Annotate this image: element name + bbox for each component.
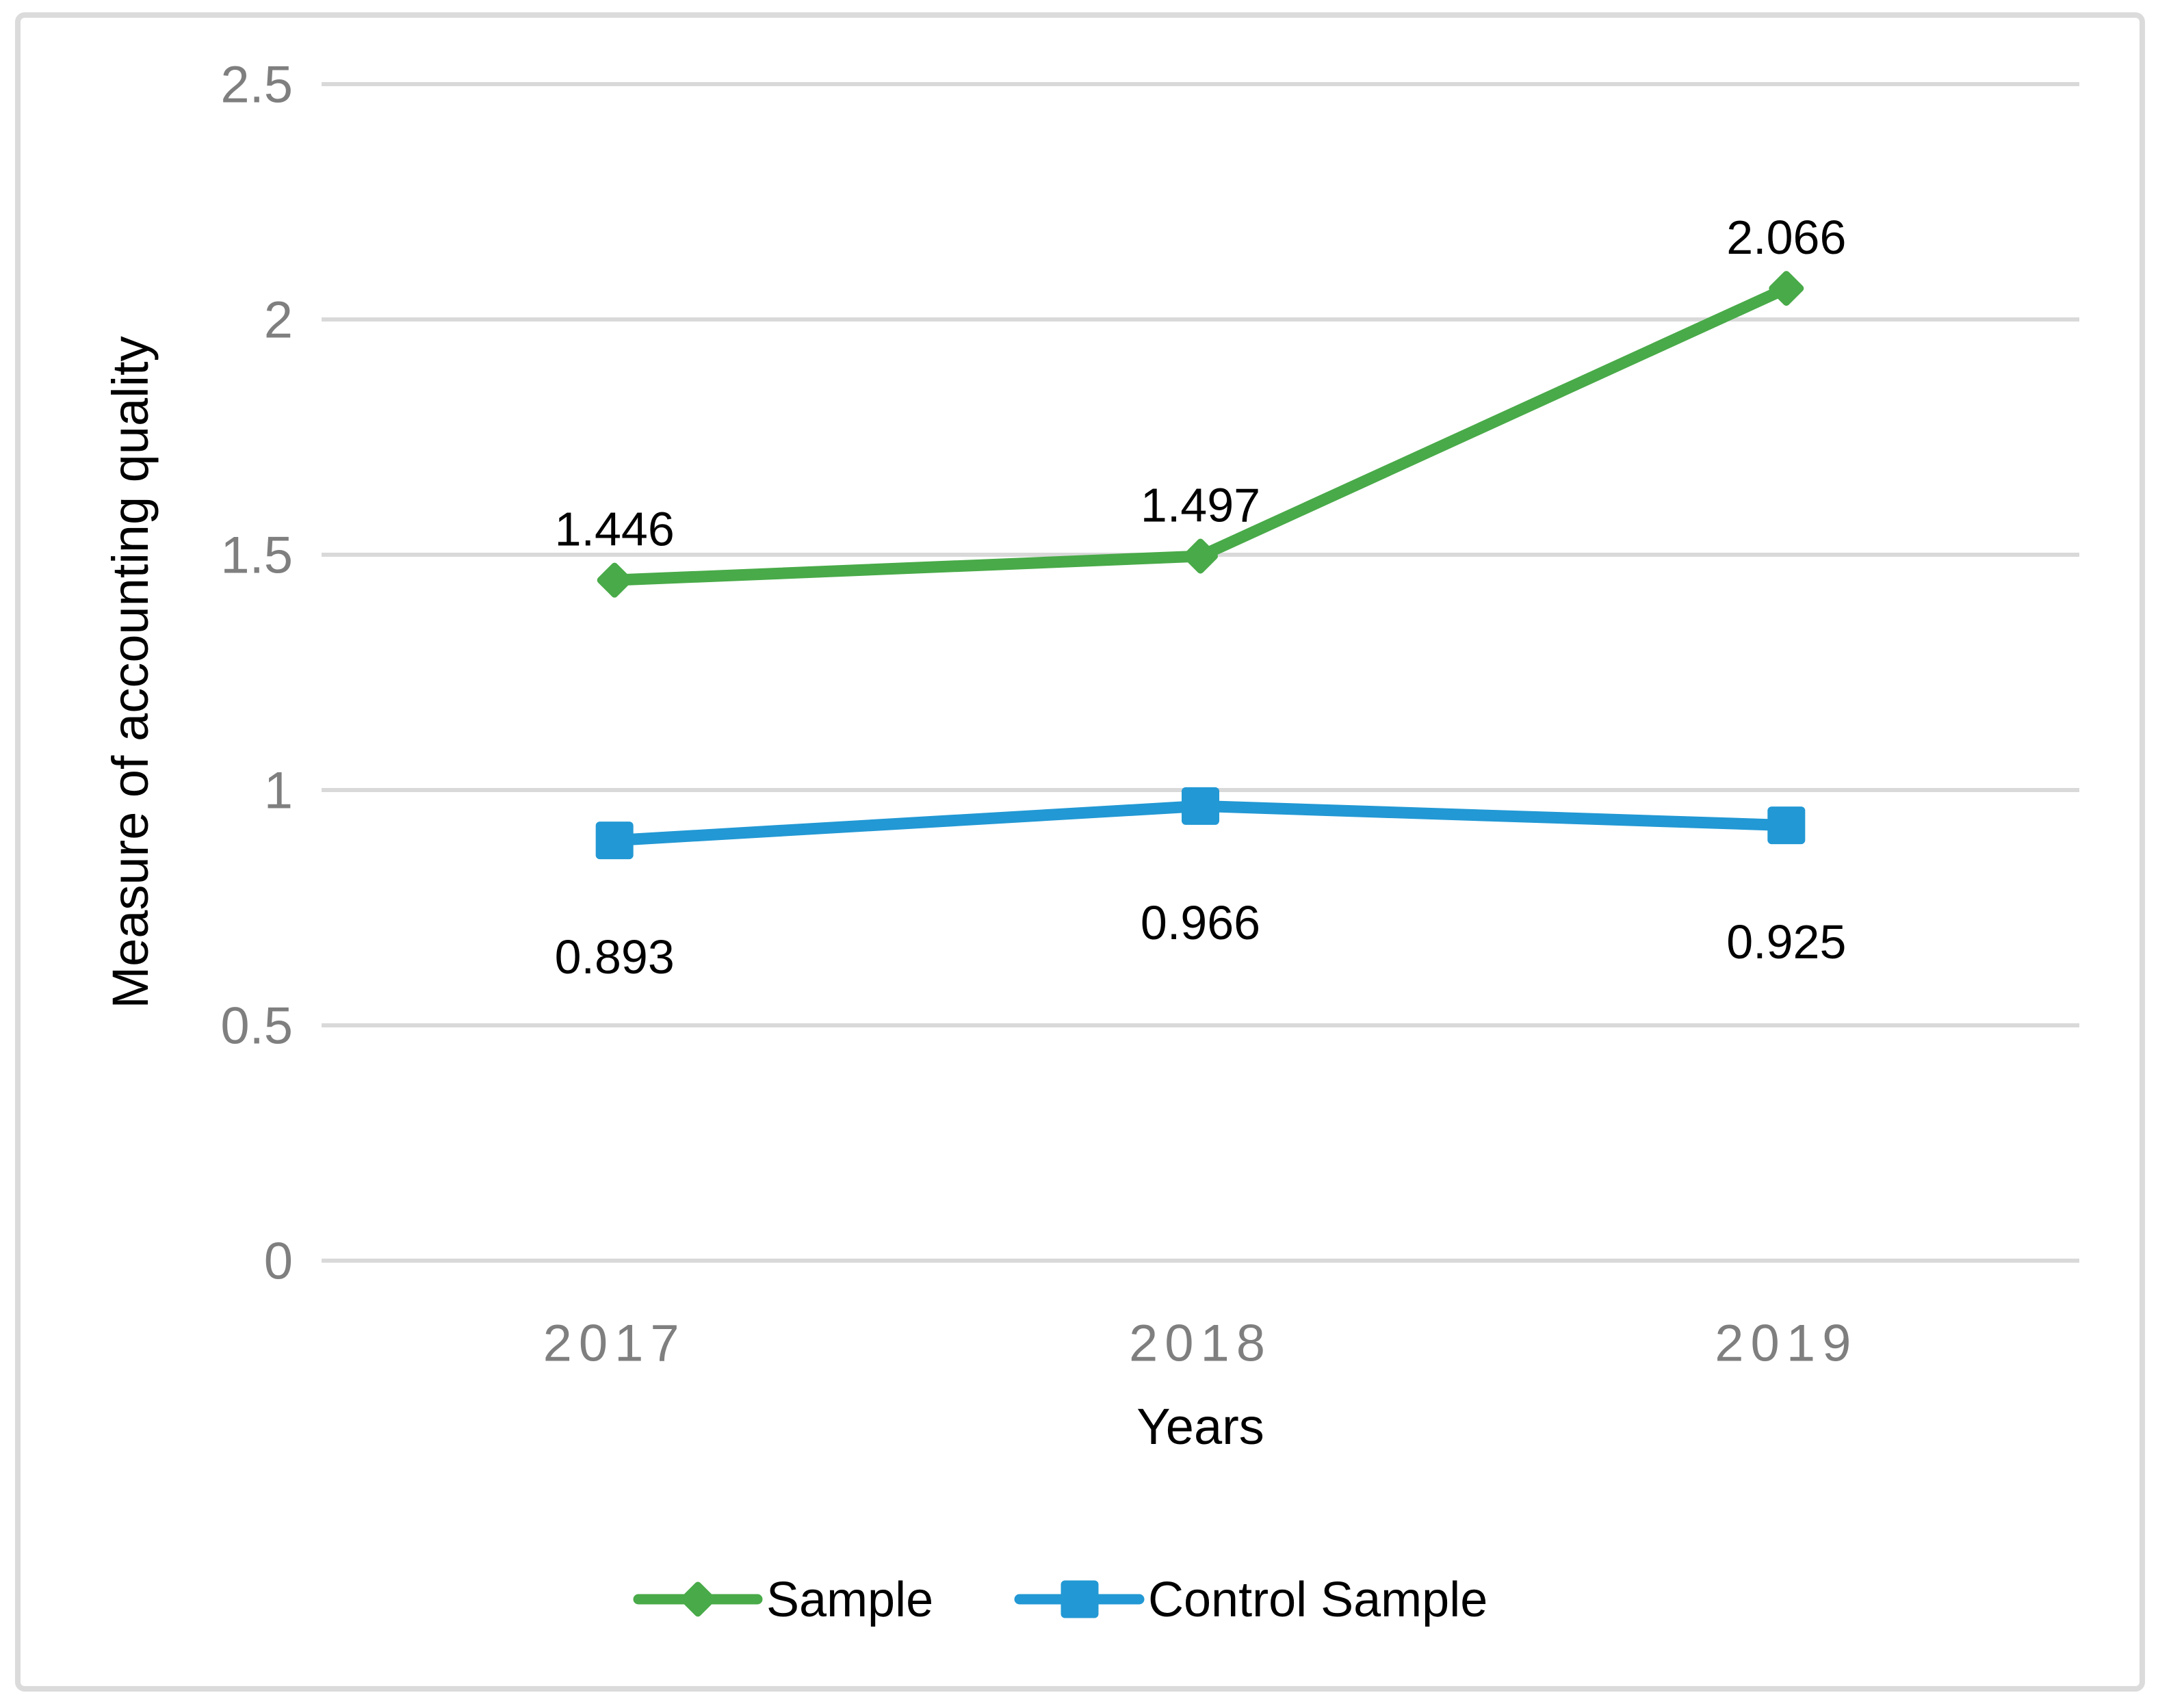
y-tick-label: 1.5	[220, 527, 293, 585]
data-label: 0.925	[1726, 915, 1846, 969]
legend-item-control-sample: Control Sample	[1014, 1573, 1487, 1627]
data-label: 1.446	[555, 503, 675, 556]
x-tick-label: 2018	[1129, 1315, 1272, 1373]
y-axis-tick-labels: 0 0.5 1 1.5 2 2.5	[220, 56, 293, 1291]
legend-label-sample: Sample	[766, 1573, 933, 1627]
square-marker	[1767, 806, 1806, 845]
y-tick-label: 0.5	[220, 997, 293, 1055]
data-label: 1.497	[1141, 479, 1260, 532]
plot-series: 1.446 1.497 2.066 0.893 0.966 0.925	[555, 211, 1847, 984]
y-tick-label: 0	[264, 1233, 293, 1291]
data-label: 0.966	[1141, 896, 1260, 949]
x-axis-tick-labels: 2017 2018 2019	[543, 1315, 1858, 1373]
y-tick-label: 2.5	[220, 56, 293, 114]
data-label: 0.893	[555, 930, 675, 984]
x-tick-label: 2019	[1715, 1315, 1858, 1373]
legend-label-control-sample: Control Sample	[1148, 1573, 1487, 1627]
data-label: 2.066	[1726, 211, 1846, 264]
legend-diamond-icon	[680, 1581, 716, 1617]
legend: Sample Control Sample	[633, 1573, 1487, 1627]
y-axis-title: Measure of accounting quality	[102, 336, 159, 1008]
chart-frame-border	[15, 12, 2145, 1692]
diamond-marker	[1182, 538, 1219, 574]
series-line-0	[608, 283, 1793, 586]
legend-square-icon	[1061, 1580, 1099, 1618]
y-tick-label: 1	[264, 762, 293, 820]
diamond-marker	[1769, 271, 1804, 306]
x-tick-label: 2017	[543, 1315, 686, 1373]
x-axis-title: Years	[1136, 1398, 1264, 1455]
legend-item-sample: Sample	[633, 1573, 933, 1627]
y-tick-label: 2	[264, 291, 293, 350]
square-marker	[1182, 787, 1219, 825]
diamond-marker	[597, 562, 632, 598]
square-marker	[595, 822, 634, 860]
